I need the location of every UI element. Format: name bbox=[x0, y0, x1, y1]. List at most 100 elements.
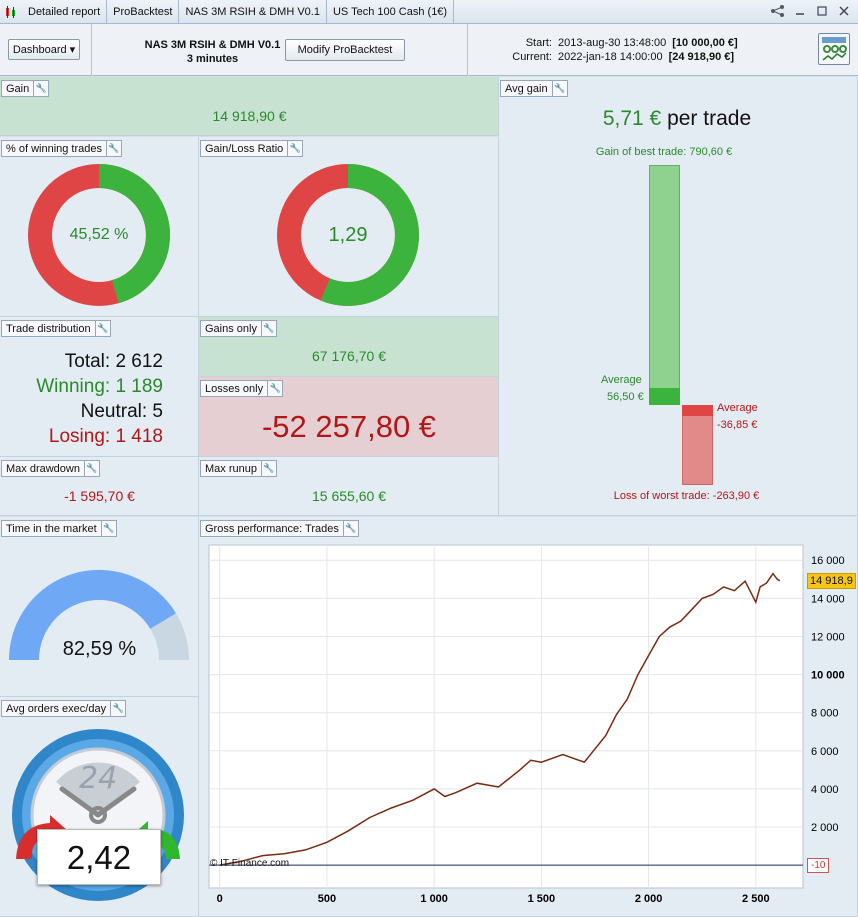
gains-only-title: Gains only 🔧 bbox=[200, 320, 277, 337]
time-in-market-gauge bbox=[9, 569, 189, 661]
avg-gain-headline: 5,71 € per trade bbox=[499, 107, 855, 131]
avg-win-label: Average bbox=[601, 374, 642, 386]
avg-win-value: 56,50 € bbox=[607, 391, 644, 403]
winning-trades-title: % of winning trades 🔧 bbox=[1, 140, 122, 157]
current-date: 2022-jan-18 14:00:00 bbox=[558, 51, 663, 63]
minimize-icon[interactable] bbox=[792, 2, 808, 20]
losses-only-panel: Losses only 🔧 -52 257,80 € bbox=[199, 377, 499, 457]
wrench-icon[interactable]: 🔧 bbox=[260, 321, 276, 336]
x-tick-label: 2 500 bbox=[742, 893, 770, 905]
report-settings-icon[interactable] bbox=[818, 33, 850, 65]
dashboard-dropdown[interactable]: Dashboard ▾ bbox=[8, 39, 80, 60]
y-tick-label: 4 000 bbox=[811, 784, 839, 796]
total-row: Total: 2 612 bbox=[64, 351, 163, 372]
average-gain-bar bbox=[649, 387, 680, 405]
performance-chart[interactable]: 0 500 1 000 1 500 2 000 2 500 2 000 4 000 6 000… bbox=[199, 517, 858, 917]
title-bar: Detailed report ProBacktest NAS 3M RSIH … bbox=[0, 0, 858, 24]
trade-distribution-title: Trade distribution 🔧 bbox=[1, 320, 111, 337]
avg-orders-panel: Avg orders exec/day 🔧 24 2,42 bbox=[0, 697, 199, 917]
wrench-icon[interactable]: 🔧 bbox=[267, 381, 282, 396]
time-in-market-title: Time in the market 🔧 bbox=[1, 520, 117, 537]
close-icon[interactable] bbox=[836, 2, 852, 20]
worst-trade-label: Loss of worst trade: -263,90 € bbox=[613, 490, 760, 502]
wrench-icon[interactable]: 🔧 bbox=[287, 141, 302, 156]
y-tick-label: 12 000 bbox=[811, 631, 845, 643]
start-value: [10 000,00 €] bbox=[672, 37, 738, 49]
wrench-icon[interactable]: 🔧 bbox=[106, 141, 121, 156]
y-tick-label: 2 000 bbox=[811, 822, 839, 834]
x-tick-label: 0 bbox=[217, 893, 223, 905]
wrench-icon[interactable]: 🔧 bbox=[33, 81, 48, 96]
max-drawdown-value: -1 595,70 € bbox=[64, 488, 135, 504]
divider bbox=[91, 24, 92, 76]
gain-title: Gain 🔧 bbox=[1, 80, 50, 97]
tab-strategy[interactable]: NAS 3M RSIH & DMH V0.1 bbox=[179, 0, 327, 24]
losing-row: Losing: 1 418 bbox=[48, 426, 163, 447]
avg-loss-label: Average bbox=[717, 402, 758, 414]
avg-gain-panel: Avg gain 🔧 5,71 € per trade Gain of best … bbox=[499, 77, 858, 516]
tab-probacktest[interactable]: ProBacktest bbox=[107, 0, 180, 24]
chart-plot-area bbox=[208, 544, 804, 889]
max-runup-panel: Max runup 🔧 15 655,60 € bbox=[199, 457, 499, 516]
wrench-icon[interactable]: 🔧 bbox=[94, 321, 110, 336]
x-tick-label: 1 500 bbox=[528, 893, 556, 905]
share-icon[interactable] bbox=[770, 2, 786, 20]
wrench-icon[interactable]: 🔧 bbox=[260, 461, 276, 476]
gross-performance-panel: Gross performance: Trades 🔧 0 500 1 000 1 50… bbox=[199, 517, 858, 917]
time-in-market-panel: Time in the market 🔧 82,59 % bbox=[0, 517, 199, 697]
y-tick-label: 8 000 bbox=[811, 708, 839, 720]
gross-performance-title: Gross performance: Trades 🔧 bbox=[200, 520, 359, 537]
last-value-badge: 14 918,9 bbox=[807, 572, 856, 589]
gain-value: 14 918,90 € bbox=[212, 108, 287, 124]
gains-only-panel: Gains only 🔧 67 176,70 € bbox=[199, 317, 499, 377]
winning-row: Winning: 1 189 bbox=[36, 376, 163, 397]
y-tick-label: 10 000 bbox=[811, 670, 845, 682]
wrench-icon[interactable]: 🔧 bbox=[83, 461, 99, 476]
start-date: 2013-aug-30 13:48:00 bbox=[558, 37, 667, 49]
chart-gridlines bbox=[209, 545, 803, 888]
x-tick-label: 2 000 bbox=[635, 893, 663, 905]
modify-probacktest-button[interactable]: Modify ProBacktest bbox=[285, 39, 405, 61]
avg-orders-value: 2,42 bbox=[37, 829, 161, 885]
max-drawdown-title: Max drawdown 🔧 bbox=[1, 460, 100, 477]
tab-instrument[interactable]: US Tech 100 Cash (1€) bbox=[327, 0, 455, 24]
wrench-icon[interactable]: 🔧 bbox=[100, 521, 116, 536]
x-tick-label: 1 000 bbox=[420, 893, 448, 905]
copyright-label: © IT-Finance.com bbox=[210, 858, 290, 869]
gain-loss-ratio-value: 1,29 bbox=[328, 224, 368, 246]
worst-loss-bar bbox=[682, 405, 713, 486]
strategy-name: NAS 3M RSIH & DMH V0.1 bbox=[144, 39, 281, 51]
max-drawdown-panel: Max drawdown 🔧 -1 595,70 € bbox=[0, 457, 199, 516]
dashboard-label: Dashboard bbox=[12, 43, 67, 56]
y-tick-label: 14 000 bbox=[811, 593, 845, 605]
chevron-down-icon: ▾ bbox=[69, 44, 76, 56]
tab-detailed-report[interactable]: Detailed report bbox=[22, 0, 108, 24]
avg-loss-value: -36,85 € bbox=[717, 419, 758, 431]
gains-only-value: 67 176,70 € bbox=[312, 348, 386, 364]
strategy-info: NAS 3M RSIH & DMH V0.1 3 minutes bbox=[135, 38, 290, 66]
donut-gain-segment bbox=[277, 164, 419, 306]
candlestick-app-icon bbox=[0, 0, 22, 24]
x-tick-label: 500 bbox=[318, 893, 336, 905]
trade-distribution-panel: Trade distribution 🔧 Total: 2 612 Winning… bbox=[0, 317, 199, 457]
y-tick-label: 16 000 bbox=[811, 555, 845, 567]
equity-curve-line bbox=[219, 572, 781, 866]
y-tick-label: 6 000 bbox=[811, 746, 839, 758]
y-axis-ticks: 2 000 4 000 6 000 8 000 10 000 12 000 14 000 16… bbox=[811, 555, 845, 834]
strategy-timeframe: 3 minutes bbox=[186, 53, 239, 65]
time-in-market-value: 82,59 % bbox=[62, 638, 137, 660]
maximize-icon[interactable] bbox=[814, 2, 830, 20]
gain-loss-ratio-panel: Gain/Loss Ratio 🔧 1,29 bbox=[199, 137, 499, 317]
avg-gain-title: Avg gain 🔧 bbox=[500, 80, 568, 97]
wrench-icon[interactable]: 🔧 bbox=[110, 701, 125, 716]
wrench-icon[interactable]: 🔧 bbox=[342, 521, 358, 536]
winning-trades-panel: % of winning trades 🔧 45,52 % bbox=[0, 137, 199, 317]
winning-donut-chart bbox=[28, 164, 170, 306]
winning-pct-value: 45,52 % bbox=[69, 226, 129, 243]
wrench-icon[interactable]: 🔧 bbox=[551, 81, 567, 96]
trade-distribution-list: Total: 2 612 Winning: 1 189 Neutral: 5 L… bbox=[36, 349, 163, 449]
divider bbox=[467, 24, 468, 76]
max-runup-value: 15 655,60 € bbox=[312, 488, 386, 504]
current-value: [24 918,90 €] bbox=[668, 51, 735, 63]
gauge-fill bbox=[9, 569, 176, 661]
